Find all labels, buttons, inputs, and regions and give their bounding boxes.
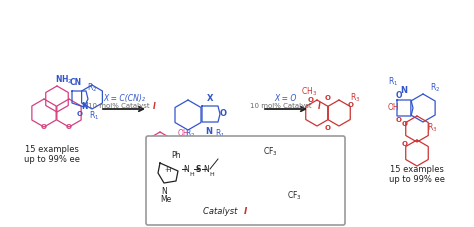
Text: O: O [402,140,408,146]
Text: O: O [325,124,331,131]
Text: N: N [401,85,408,94]
Text: X = O: X = O [275,93,297,102]
Text: S: S [195,165,201,174]
Text: Ph: Ph [171,151,181,160]
Text: R$_1$: R$_1$ [388,75,398,88]
Text: X = O, C(CN)₂: X = O, C(CN)₂ [182,139,234,148]
Text: CN: CN [70,77,82,86]
Text: I: I [318,101,321,110]
Text: R$_1$: R$_1$ [89,109,99,122]
Text: Catalyst: Catalyst [203,207,240,216]
Text: CF$_3$: CF$_3$ [263,145,277,158]
Text: N: N [81,101,87,110]
Text: OH: OH [177,128,189,137]
Text: ·H: ·H [164,166,172,172]
Text: 15 examples: 15 examples [25,145,79,154]
Text: I: I [153,101,156,110]
Text: O: O [189,138,195,147]
Text: O: O [348,101,354,108]
Text: O: O [178,151,184,160]
Text: CF$_3$: CF$_3$ [287,189,301,201]
Text: N: N [203,165,209,174]
Text: O: O [396,90,402,99]
Text: N: N [161,187,167,196]
Text: R$_2$: R$_2$ [185,127,195,140]
Text: N: N [206,126,212,135]
Text: R$_1$: R$_1$ [215,127,225,140]
Text: O: O [219,108,227,117]
Text: R$_2$: R$_2$ [87,81,97,94]
Text: R$_2$: R$_2$ [430,81,440,94]
Text: O: O [66,123,72,129]
Text: 10 mol% Catalyst: 10 mol% Catalyst [250,103,314,109]
Text: up to 99% ee: up to 99% ee [389,175,445,184]
Text: 15 examples: 15 examples [390,165,444,174]
Text: I: I [244,207,248,216]
Text: O: O [402,121,408,126]
Text: O: O [77,111,83,116]
Text: O: O [325,95,331,101]
Text: Me: Me [160,195,172,204]
Text: CH$_3$: CH$_3$ [301,85,317,98]
FancyBboxPatch shape [146,136,345,225]
Text: 10 mol% Catalyst: 10 mol% Catalyst [88,103,152,109]
Text: O: O [41,123,47,129]
Text: N: N [183,165,189,174]
Text: X = C(CN)₂: X = C(CN)₂ [103,93,145,102]
Text: NH$_2$: NH$_2$ [55,73,73,86]
Text: O: O [308,96,314,103]
Text: R$_3$: R$_3$ [350,91,360,104]
Text: up to 99% ee: up to 99% ee [24,155,80,164]
Text: H: H [190,171,194,176]
Text: H: H [210,171,214,176]
Text: O: O [396,116,402,122]
Text: R$_3$: R$_3$ [427,121,437,134]
Text: X: X [207,93,213,102]
Text: OH: OH [387,102,399,111]
